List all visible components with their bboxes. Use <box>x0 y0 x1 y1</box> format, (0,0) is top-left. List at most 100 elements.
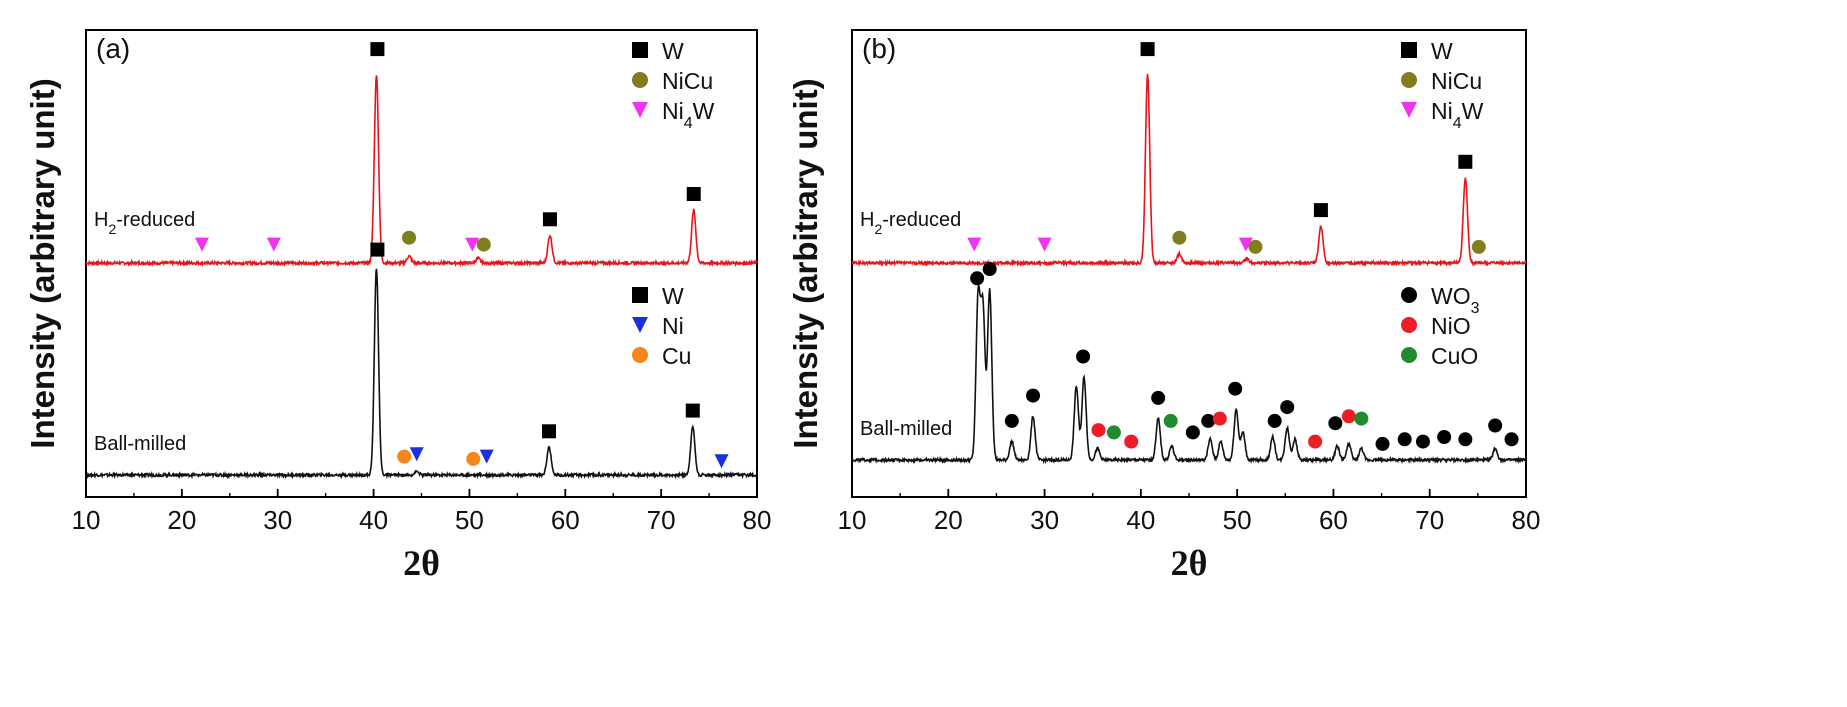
x-tick-label: 80 <box>743 505 772 535</box>
x-tick-label: 80 <box>1512 505 1541 535</box>
peak-marker <box>1341 409 1356 424</box>
legend-marker <box>1401 42 1417 58</box>
peak-marker <box>1375 436 1390 451</box>
x-tick-label: 70 <box>1415 505 1444 535</box>
peak-marker <box>1504 432 1519 447</box>
peak-marker <box>1076 349 1091 364</box>
panel-label: (a) <box>96 33 130 64</box>
peak-marker <box>970 271 985 286</box>
legend-marker <box>1401 287 1417 303</box>
legend-label: Ni4W <box>662 98 715 132</box>
series-line-0 <box>851 73 1527 268</box>
legend-marker <box>632 287 648 303</box>
x-tick-label: 60 <box>1319 505 1348 535</box>
peak-marker <box>1124 434 1139 449</box>
x-tick-label: 50 <box>1223 505 1252 535</box>
peak-marker <box>967 237 982 252</box>
peak-marker <box>1212 411 1227 426</box>
legend-label: W <box>662 38 684 64</box>
x-axis-label: 2θ <box>403 543 440 583</box>
peak-marker <box>465 237 480 252</box>
x-tick-label: 10 <box>72 505 101 535</box>
x-tick-label: 30 <box>1030 505 1059 535</box>
peak-marker <box>466 451 481 466</box>
series-label: H2-reduced <box>860 209 961 237</box>
peak-marker <box>1140 42 1155 57</box>
panel-label: (b) <box>862 33 896 64</box>
peak-marker <box>686 187 701 201</box>
legend-marker <box>1401 317 1417 333</box>
peak-marker <box>541 424 556 439</box>
series-label: Ball-milled <box>860 418 952 440</box>
peak-marker <box>1328 416 1343 431</box>
peak-marker <box>1437 430 1452 444</box>
peak-marker <box>370 42 385 57</box>
peak-marker <box>1280 400 1295 415</box>
y-axis-label: Intensity (arbitrary unit) <box>787 78 824 448</box>
peak-marker <box>1026 388 1041 403</box>
x-tick-label: 10 <box>838 505 867 535</box>
peak-marker <box>1471 239 1486 254</box>
peak-marker <box>1228 381 1243 396</box>
legend-marker <box>1401 72 1417 88</box>
x-tick-label: 60 <box>551 505 580 535</box>
peak-marker <box>1172 230 1187 245</box>
legend-marker <box>632 72 648 88</box>
peak-marker <box>1354 411 1369 426</box>
peak-marker <box>1488 418 1503 433</box>
peak-marker <box>1151 390 1166 405</box>
peak-marker <box>1458 154 1473 169</box>
peak-marker <box>1106 425 1121 440</box>
peak-marker <box>1185 425 1200 440</box>
legend-label: WO3 <box>1431 283 1480 317</box>
legend-marker <box>632 102 648 118</box>
peak-marker <box>982 262 997 277</box>
x-axis-label: 2θ <box>1171 543 1208 583</box>
legend-marker <box>632 317 648 333</box>
legend-label: Ni4W <box>1431 98 1484 132</box>
series-line-0 <box>85 75 758 268</box>
legend-label: W <box>1431 38 1453 64</box>
series-line-1 <box>85 268 758 480</box>
legend-label: NiO <box>1431 313 1471 339</box>
peak-marker <box>1238 237 1253 252</box>
peak-marker <box>1004 413 1019 428</box>
legend-marker <box>1401 102 1417 118</box>
peak-marker <box>476 237 491 252</box>
peak-marker <box>1397 432 1412 447</box>
series-line-1 <box>851 282 1527 465</box>
peak-marker <box>1415 434 1430 449</box>
series-label: H2-reduced <box>94 209 195 237</box>
legend-label: Ni <box>662 313 684 339</box>
legend-label: NiCu <box>1431 68 1482 94</box>
peak-marker <box>479 449 494 464</box>
x-tick-label: 20 <box>167 505 196 535</box>
peak-marker <box>1248 239 1263 254</box>
peak-marker <box>1458 432 1473 447</box>
legend-marker <box>632 42 648 58</box>
peak-marker <box>1201 413 1216 428</box>
peak-marker <box>409 447 424 462</box>
peak-marker <box>1308 434 1323 449</box>
x-tick-label: 40 <box>359 505 388 535</box>
peak-marker <box>714 454 729 469</box>
legend-marker <box>1401 347 1417 363</box>
peak-marker <box>397 449 412 464</box>
x-tick-label: 70 <box>647 505 676 535</box>
series-label: Ball-milled <box>94 433 186 455</box>
y-axis-label: Intensity (arbitrary unit) <box>24 78 61 448</box>
peak-marker <box>542 212 557 227</box>
peak-marker <box>266 237 281 252</box>
peak-marker <box>685 403 700 418</box>
peak-marker <box>1313 203 1328 218</box>
legend-label: Cu <box>662 343 691 369</box>
peak-marker <box>1267 413 1282 428</box>
peak-marker <box>1037 237 1052 252</box>
x-tick-label: 50 <box>455 505 484 535</box>
x-tick-label: 40 <box>1126 505 1155 535</box>
peak-marker <box>194 237 209 252</box>
peak-marker <box>370 242 385 257</box>
peak-marker <box>1091 423 1106 438</box>
